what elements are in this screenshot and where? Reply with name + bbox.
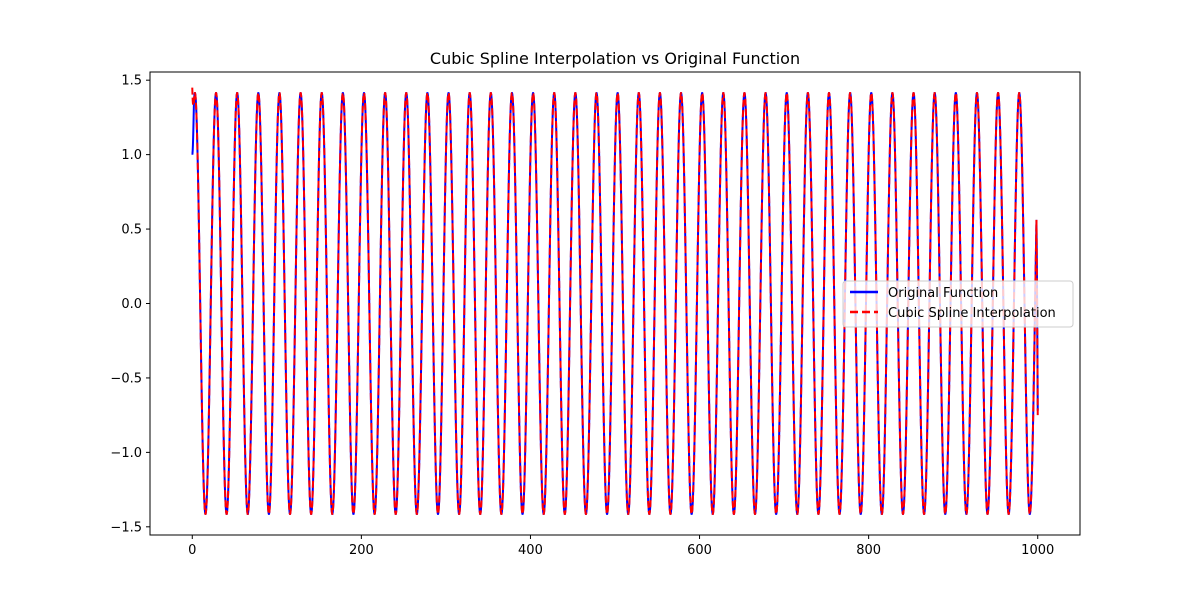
y-tick-label: 1.0: [121, 148, 142, 163]
y-tick-label: −1.5: [110, 520, 142, 535]
series-layer: [191, 87, 1039, 515]
x-axis: 0 200 400 600 800 1000: [188, 535, 1054, 558]
x-tick-label: 800: [856, 543, 881, 558]
x-tick-label: 200: [349, 543, 374, 558]
chart-title: Cubic Spline Interpolation vs Original F…: [430, 49, 800, 68]
series-cubic-spline: [191, 87, 1039, 515]
x-tick-label: 600: [687, 543, 712, 558]
y-tick-label: 0.5: [121, 223, 142, 238]
y-axis: −1.5 −1.0 −0.5 0.0 0.5 1.0 1.5: [110, 74, 150, 535]
y-tick-label: −1.0: [110, 446, 142, 461]
y-tick-label: −0.5: [110, 371, 142, 386]
legend-label-cubic-spline: Cubic Spline Interpolation: [888, 306, 1056, 321]
legend-box: [842, 280, 1074, 328]
x-tick-label: 0: [188, 543, 196, 558]
legend-label-original-function: Original Function: [888, 286, 998, 301]
legend: Original Function Cubic Spline Interpola…: [842, 280, 1074, 328]
x-tick-label: 1000: [1021, 543, 1054, 558]
y-tick-label: 0.0: [121, 297, 142, 312]
y-tick-label: 1.5: [121, 74, 142, 89]
x-tick-label: 400: [518, 543, 543, 558]
